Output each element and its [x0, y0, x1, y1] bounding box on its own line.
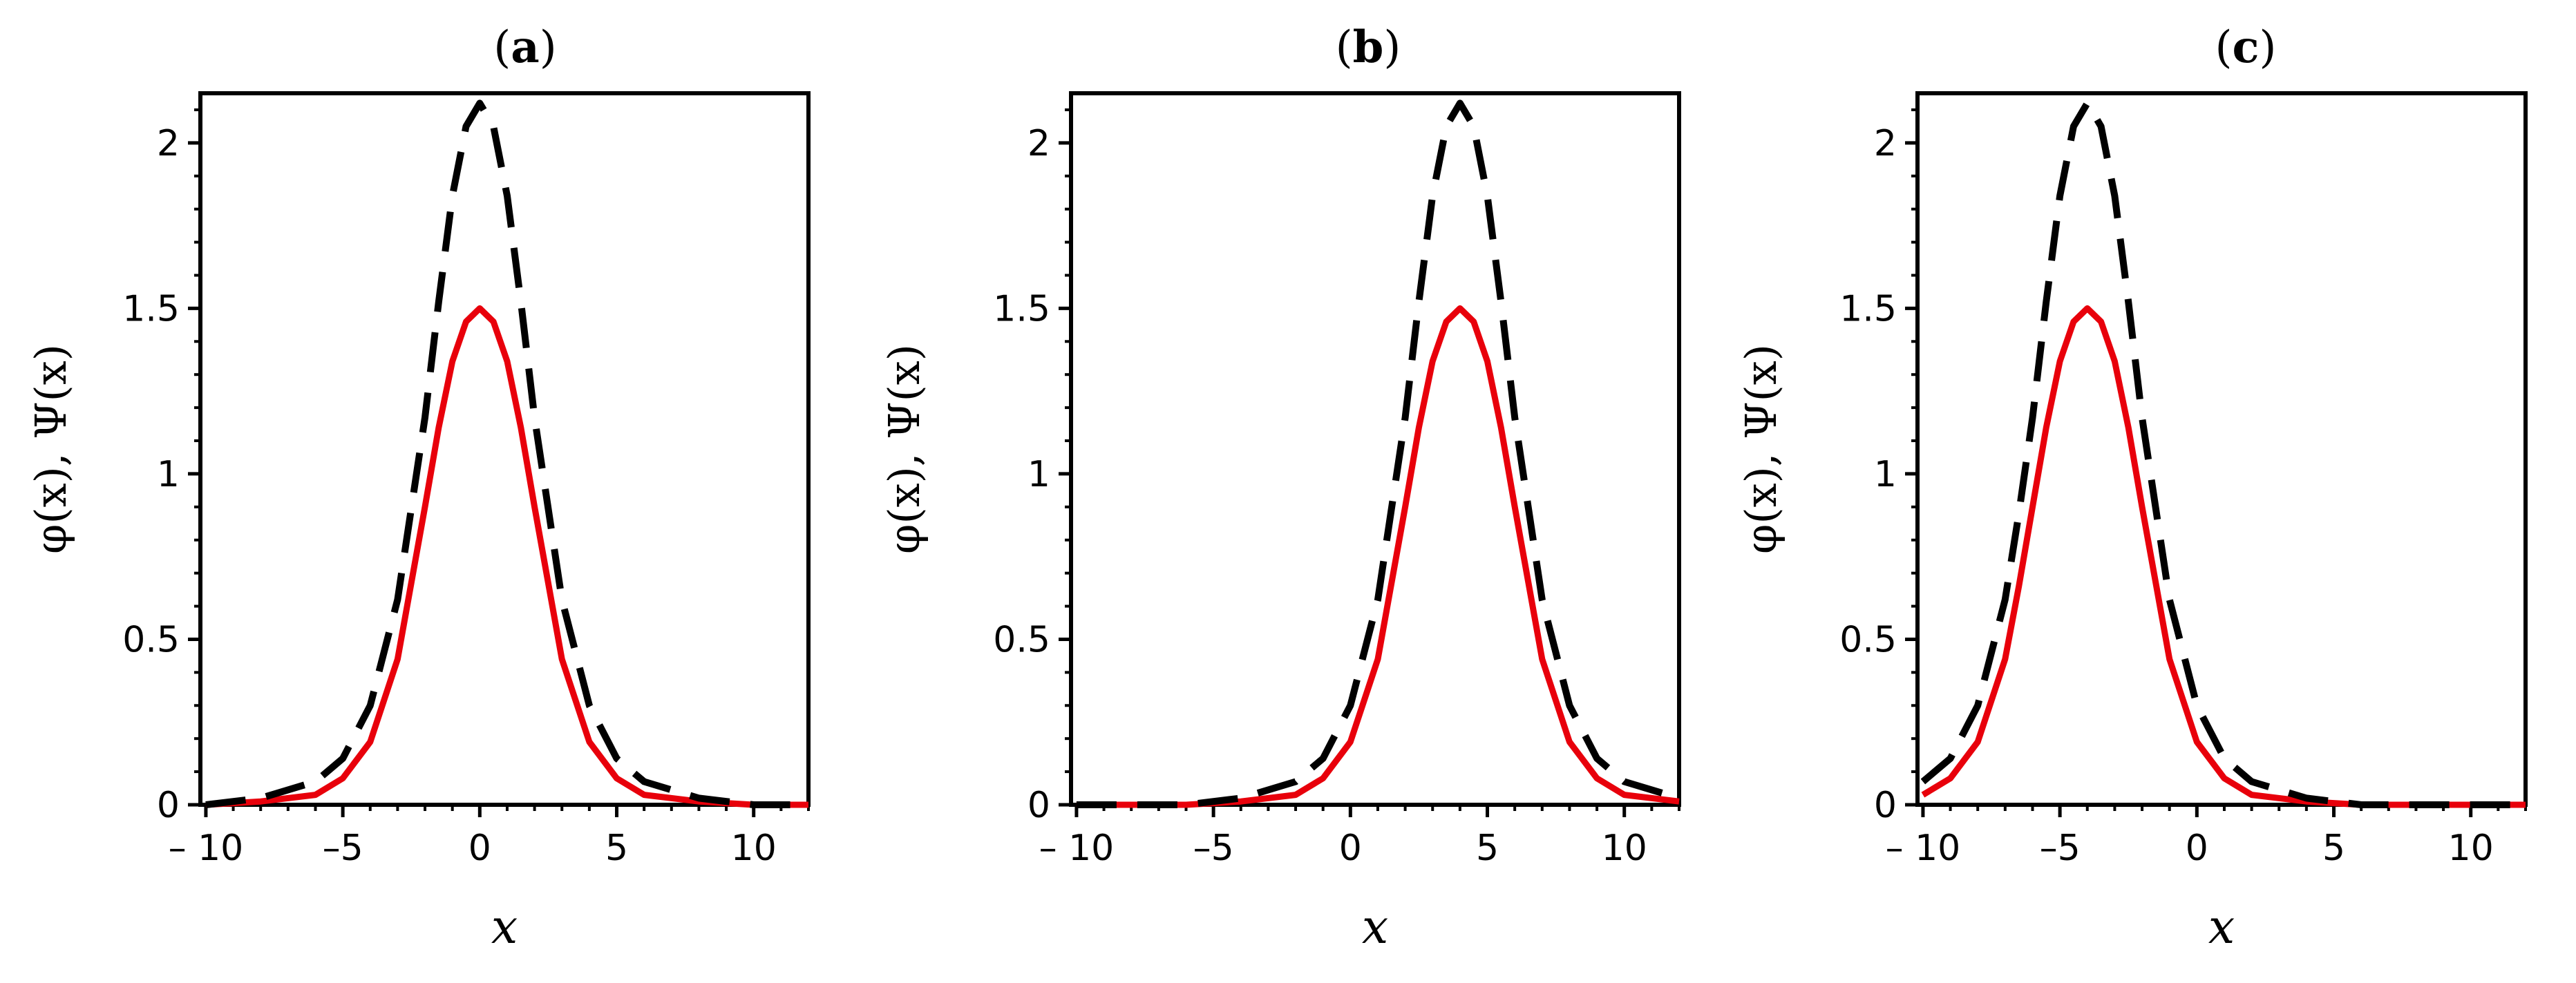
y-axis-label: φ(x), Ψ(x): [1736, 344, 1786, 554]
y-tick-label: 1: [1874, 454, 1897, 495]
y-tick-label: 1.5: [122, 288, 180, 330]
panel-title: (c): [2215, 21, 2277, 73]
y-axis-label: φ(x), Ψ(x): [879, 344, 929, 554]
x-tick-label: 5: [1476, 828, 1499, 869]
y-tick-label: 0.5: [993, 619, 1050, 660]
x-tick-label: –5: [2040, 828, 2081, 869]
x-tick-label: –5: [323, 828, 363, 869]
y-tick-label: 0.5: [122, 619, 180, 660]
y-axis-label: φ(x), Ψ(x): [26, 344, 76, 554]
x-tick-label: 5: [2322, 828, 2345, 869]
panel-title-close: ): [1383, 22, 1401, 73]
plot-frame: [1915, 91, 2528, 807]
chart-panel-a: (a) – 10 –5 0 5 10 0 0.5 1 1.5 2 x φ(x), Ψ(x): [26, 21, 811, 955]
y-tick-label: 1.5: [1839, 288, 1897, 330]
psi-dashed-line: [1920, 99, 2526, 808]
plot-frame: [198, 91, 811, 807]
chart-panel-b: (b) – 10 –5 0 5 10 0 0.5 1 1.5 2 x φ(x), Ψ(x): [879, 21, 1681, 955]
panel-title-open: (: [1336, 22, 1353, 73]
x-tick-label: 10: [2448, 828, 2494, 869]
panel-title-letter: a: [511, 21, 539, 73]
y-tick-label: 2: [1874, 123, 1897, 164]
phi-solid-line: [205, 305, 808, 808]
y-tick-label: 1.5: [993, 288, 1050, 330]
panel-title-open: (: [493, 22, 511, 73]
x-tick-label: 0: [1339, 828, 1362, 869]
x-axis-label: x: [2208, 900, 2235, 955]
psi-dashed-line: [1076, 99, 1680, 808]
y-tick-label: 1: [1027, 454, 1050, 495]
x-axis-label: x: [491, 900, 518, 955]
x-tick-label: –5: [1193, 828, 1234, 869]
y-tick-label: 0: [157, 785, 180, 826]
panel-title: (b): [1336, 21, 1401, 73]
chart-panel-c: (c) – 10 –5 0 5 10 0 0.5 1 1.5 2 x φ(x), Ψ(x): [1736, 21, 2528, 955]
y-tick-label: 1: [157, 454, 180, 495]
x-tick-label: 0: [2186, 828, 2208, 869]
y-tick-label: 2: [1027, 123, 1050, 164]
y-tick-label: 0: [1027, 785, 1050, 826]
psi-dashed-line: [205, 99, 808, 808]
x-tick-label: – 10: [1886, 828, 1961, 869]
panel-title-letter: c: [2233, 21, 2260, 73]
panel-title-close: ): [2259, 22, 2276, 73]
panel-title-open: (: [2215, 22, 2233, 73]
phi-solid-line: [1076, 305, 1680, 808]
x-tick-label: 0: [468, 828, 491, 869]
x-axis-label: x: [1362, 900, 1388, 955]
plot-frame: [1069, 91, 1681, 807]
x-tick-label: – 10: [169, 828, 244, 869]
x-tick-label: – 10: [1039, 828, 1115, 869]
x-tick-label: 10: [1602, 828, 1647, 869]
panel-title-close: ): [540, 22, 557, 73]
x-tick-label: 10: [731, 828, 777, 869]
y-tick-label: 0: [1874, 785, 1897, 826]
x-tick-label: 5: [605, 828, 628, 869]
y-tick-label: 2: [157, 123, 180, 164]
y-tick-label: 0.5: [1839, 619, 1897, 660]
panel-title: (a): [493, 21, 556, 73]
panel-title-letter: b: [1353, 21, 1384, 73]
